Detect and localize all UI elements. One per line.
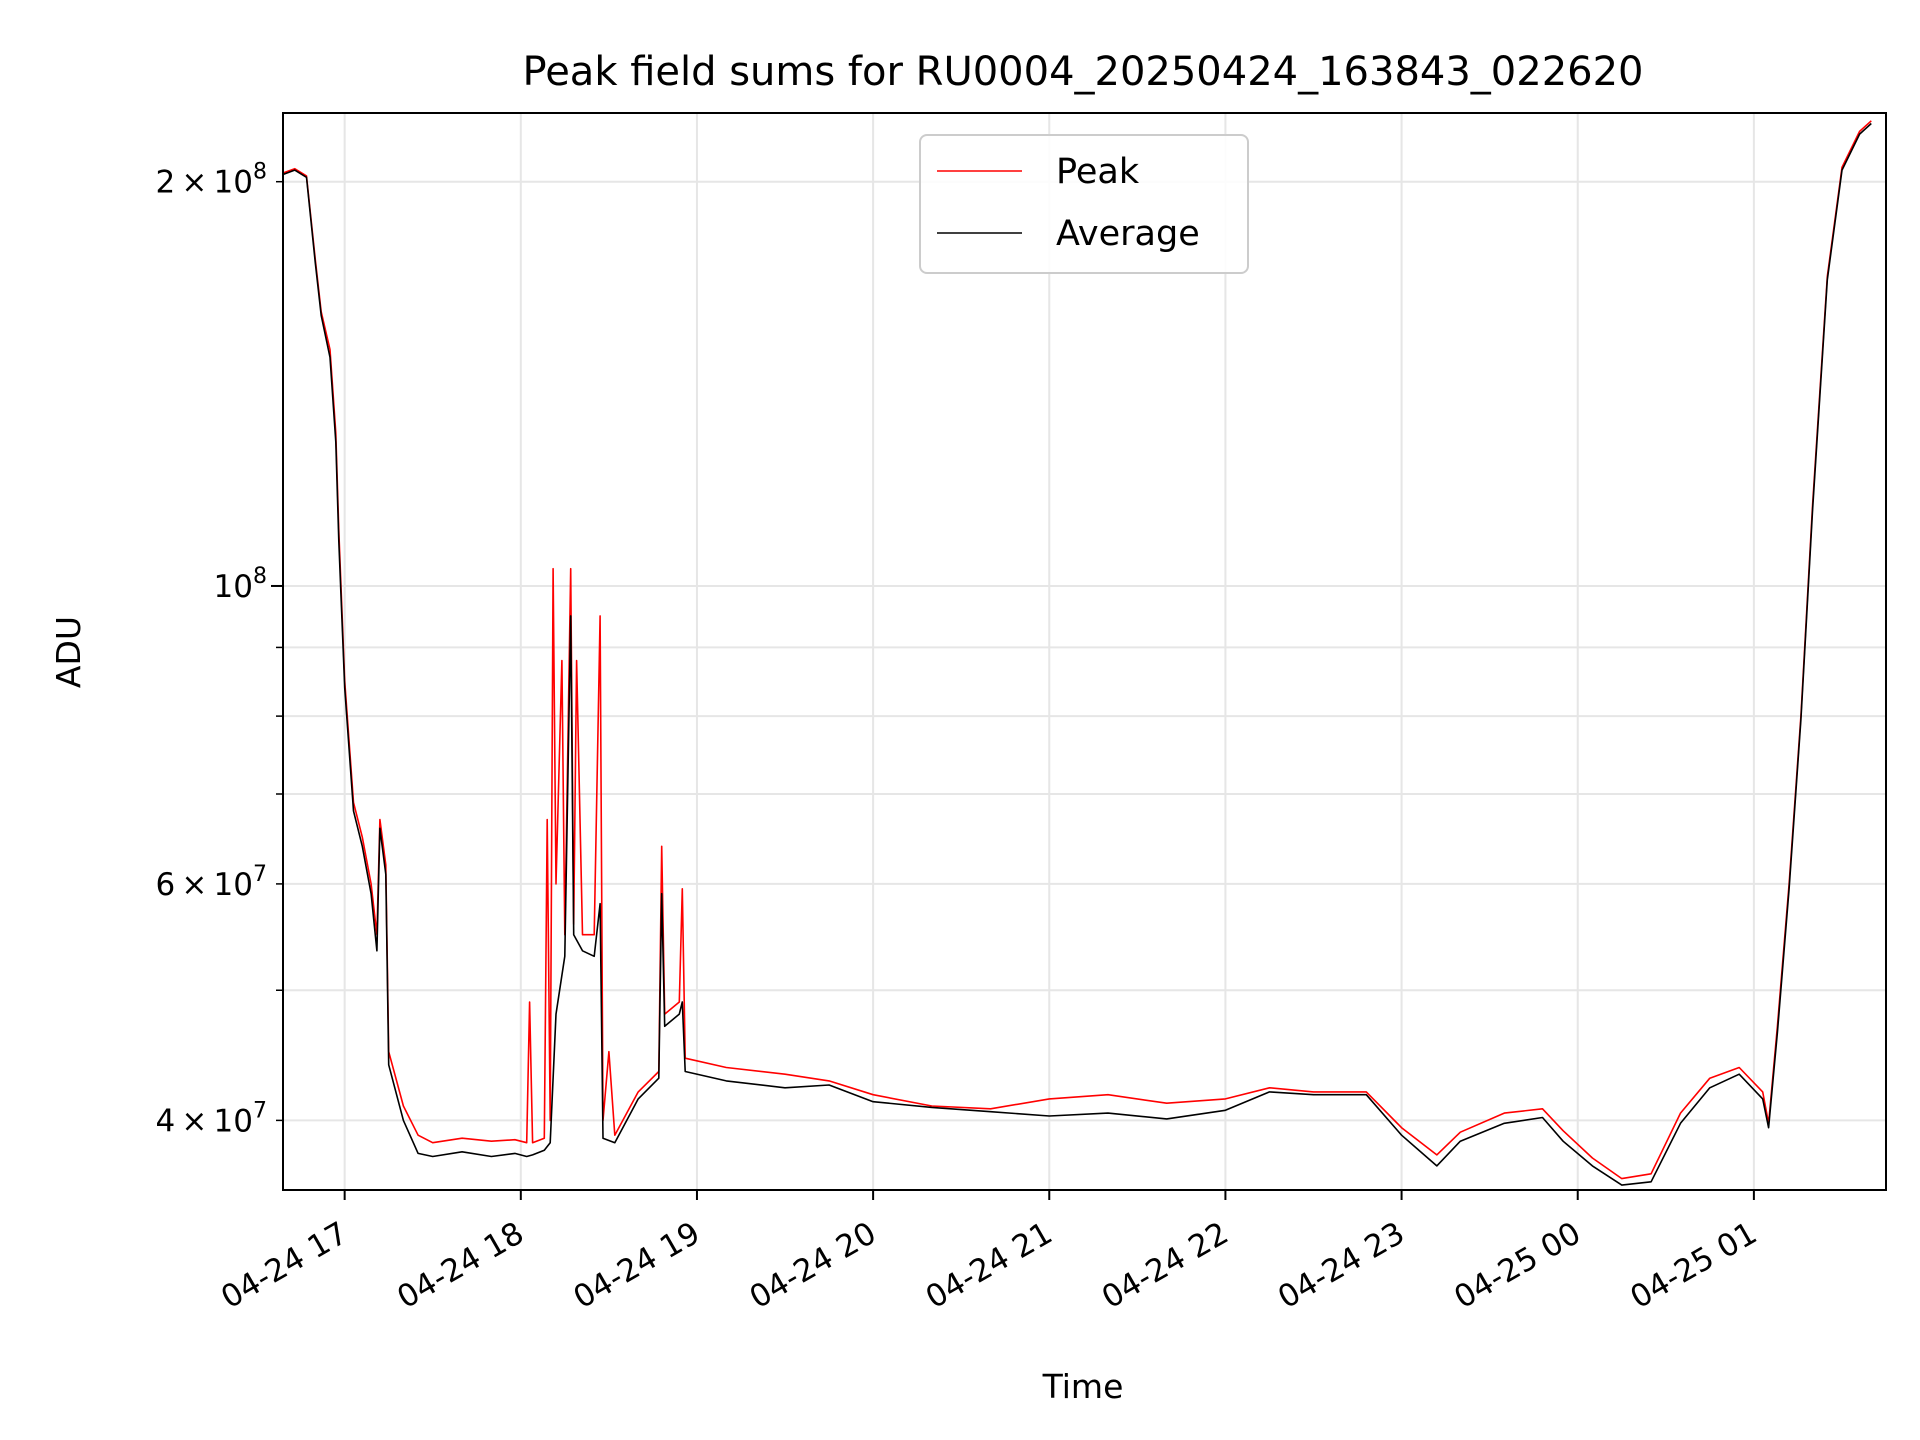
y-axis-title: ADU <box>49 616 88 688</box>
legend-label-peak: Peak <box>1056 152 1140 192</box>
legend-label-average: Average <box>1056 214 1200 254</box>
y-tick-label: 2 × 108 <box>155 160 267 201</box>
y-tick-label: 108 <box>214 564 267 605</box>
y-axis-ticks: 108 4 × 107 6 × 107 2 × 108 <box>155 160 283 1139</box>
series-line-average <box>282 122 1872 1186</box>
y-tick-label: 4 × 107 <box>155 1098 267 1139</box>
chart-title: Peak field sums for RU0004_20250424_1638… <box>523 49 1644 95</box>
legend: Peak Average <box>919 134 1249 274</box>
x-axis-title: Time <box>1042 1367 1124 1406</box>
grid-lines <box>283 113 1886 1190</box>
plot-area-frame <box>282 112 1887 1191</box>
legend-box <box>919 134 1249 274</box>
plot-series <box>282 120 1872 1186</box>
series-line-peak <box>282 120 1872 1180</box>
y-tick-label: 6 × 107 <box>155 862 267 903</box>
